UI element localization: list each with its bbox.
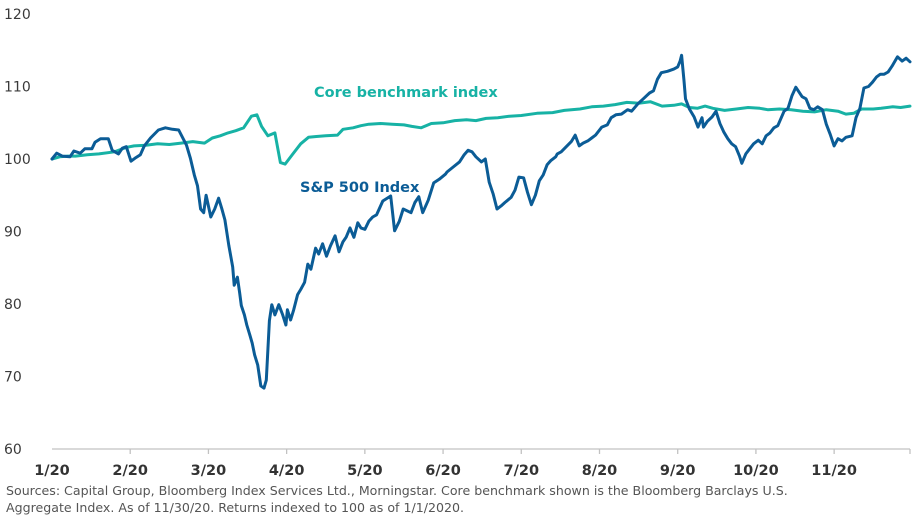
footnote: Sources: Capital Group, Bloomberg Index … [6, 482, 906, 516]
footnote-line-1: Sources: Capital Group, Bloomberg Index … [6, 483, 788, 498]
x-tick-label: 4/20 [269, 463, 305, 479]
line-chart: 60 70 80 90 100 110 120 1/20 2/20 3/20 4/20 5/20 6/… [4, 7, 912, 479]
y-tick-label: 70 [4, 370, 22, 386]
core-benchmark-line [50, 100, 912, 166]
x-tick-label: 9/20 [660, 463, 696, 479]
x-tick-label: 6/20 [425, 463, 461, 479]
x-tick-label: 1/20 [34, 463, 70, 479]
y-tick-label: 60 [4, 442, 22, 458]
sp500-line [50, 53, 912, 390]
y-tick-label: 80 [4, 297, 22, 313]
x-tick-label: 11/20 [811, 463, 857, 479]
x-axis-ticks: 1/20 2/20 3/20 4/20 5/20 6/20 7/20 8/20 9/20 10/2… [34, 449, 911, 479]
series-lines [50, 53, 912, 390]
x-tick-label: 7/20 [503, 463, 539, 479]
x-tick-label: 3/20 [191, 463, 227, 479]
x-tick-label: 8/20 [582, 463, 618, 479]
x-tick-label: 5/20 [347, 463, 383, 479]
x-tick-label: 2/20 [112, 463, 148, 479]
y-tick-label: 100 [4, 152, 31, 168]
footnote-line-2: Aggregate Index. As of 11/30/20. Returns… [6, 500, 465, 515]
y-axis-ticks: 60 70 80 90 100 110 120 [4, 7, 31, 458]
y-tick-label: 90 [4, 225, 22, 241]
y-tick-label: 120 [4, 7, 31, 23]
y-tick-label: 110 [4, 80, 31, 96]
x-tick-label: 10/20 [733, 463, 779, 479]
core-benchmark-label: Core benchmark index [314, 85, 498, 101]
sp500-label: S&P 500 Index [300, 180, 420, 196]
